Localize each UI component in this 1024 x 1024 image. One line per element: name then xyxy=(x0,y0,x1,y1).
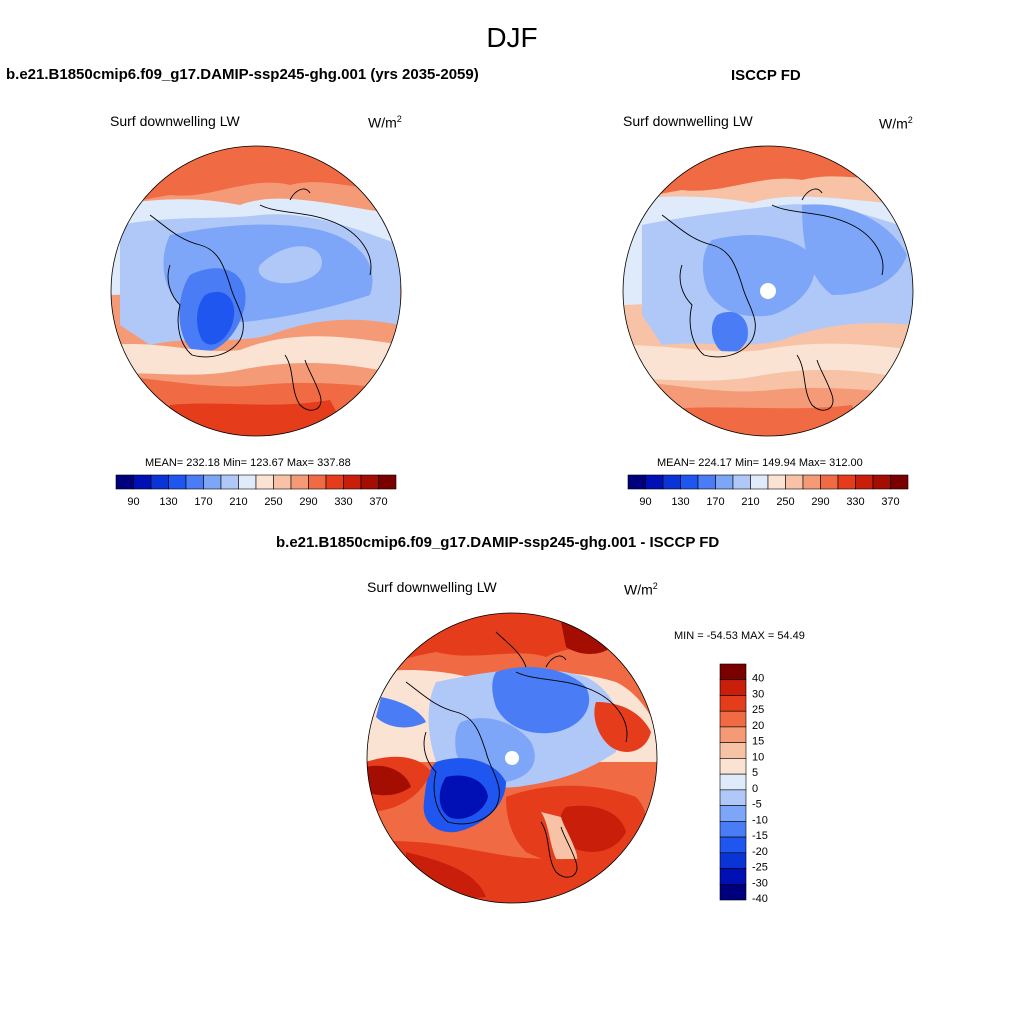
model-colorbar-tick-label: 210 xyxy=(229,496,247,508)
diff-colorbar-swatch xyxy=(719,679,747,696)
model-colorbar-swatch xyxy=(133,474,152,490)
diff-variable-label: Surf downwelling LW xyxy=(367,579,497,595)
diff-colorbar-swatch xyxy=(719,852,747,869)
model-colorbar-tick-label: 370 xyxy=(369,496,387,508)
diff-colorbar-tick-label: 5 xyxy=(752,767,758,779)
diff-colorbar-swatch xyxy=(719,789,747,806)
obs-panel-title: ISCCP FD xyxy=(731,67,801,84)
model-colorbar-tick-label: 290 xyxy=(299,496,317,508)
diff-colorbar-swatch xyxy=(719,821,747,838)
obs-colorbar-swatch xyxy=(697,474,716,490)
obs-colorbar-swatch xyxy=(820,474,839,490)
diff-colorbar-tick-label: 0 xyxy=(752,783,758,795)
obs-colorbar-tick-label: 130 xyxy=(671,496,689,508)
diff-colorbar-swatch xyxy=(719,805,747,822)
obs-colorbar-swatch xyxy=(767,474,786,490)
obs-colorbar-tick-label: 370 xyxy=(881,496,899,508)
diff-colorbar-tick-label: -30 xyxy=(752,877,768,889)
obs-units: W/m2 xyxy=(879,115,913,132)
model-colorbar-swatch xyxy=(360,474,379,490)
model-colorbar: 90 130 170 210 250 290 330 370 xyxy=(115,474,397,508)
obs-variable-label: Surf downwelling LW xyxy=(623,113,753,129)
diff-stats: MIN = -54.53 MAX = 54.49 xyxy=(674,630,805,642)
model-colorbar-swatch xyxy=(378,474,397,490)
diff-colorbar-tick-label: 15 xyxy=(752,736,764,748)
obs-colorbar-tick-label: 170 xyxy=(706,496,724,508)
model-colorbar-swatch xyxy=(343,474,362,490)
obs-colorbar-tick-label: 250 xyxy=(776,496,794,508)
obs-colorbar-tick-label: 210 xyxy=(741,496,759,508)
model-stats: MEAN= 232.18 Min= 123.67 Max= 337.88 xyxy=(145,457,351,469)
model-colorbar-swatch xyxy=(255,474,274,490)
diff-units: W/m2 xyxy=(624,581,658,598)
obs-colorbar-swatch xyxy=(785,474,804,490)
model-units: W/m2 xyxy=(368,114,402,131)
diff-colorbar-swatch xyxy=(719,742,747,759)
obs-colorbar: 90 130 170 210 250 290 330 370 xyxy=(627,474,909,508)
diff-colorbar-tick-label: 20 xyxy=(752,720,764,732)
diff-colorbar-tick-label: 10 xyxy=(752,751,764,763)
diff-colorbar-tick-label: -20 xyxy=(752,846,768,858)
diff-colorbar-swatch xyxy=(719,663,747,681)
diff-colorbar-tick-label: 30 xyxy=(752,688,764,700)
model-colorbar-swatch xyxy=(115,474,134,490)
obs-colorbar-tick-label: 330 xyxy=(846,496,864,508)
diff-colorbar-swatch xyxy=(719,695,747,712)
diff-colorbar-swatch xyxy=(719,758,747,775)
model-colorbar-swatch xyxy=(220,474,239,490)
diff-colorbar-swatch xyxy=(719,726,747,743)
obs-colorbar-swatch xyxy=(645,474,664,490)
diff-colorbar: 40 30 25 20 15 10 5 0 -5 -10 -15 -20 -25 -30 -40 xyxy=(719,663,768,905)
diff-colorbar-swatch xyxy=(719,868,747,885)
obs-colorbar-swatch xyxy=(872,474,891,490)
diff-colorbar-swatch xyxy=(719,836,747,854)
model-colorbar-swatch xyxy=(308,474,327,490)
obs-colorbar-tick-label: 90 xyxy=(639,496,651,508)
diff-polar-map xyxy=(366,612,658,904)
obs-colorbar-swatch xyxy=(627,474,646,490)
model-colorbar-tick-label: 330 xyxy=(334,496,352,508)
obs-colorbar-swatch xyxy=(662,474,681,490)
obs-colorbar-swatch xyxy=(680,474,699,490)
obs-colorbar-swatch xyxy=(890,474,909,490)
obs-colorbar-swatch xyxy=(732,474,751,490)
obs-colorbar-tick-label: 290 xyxy=(811,496,829,508)
diff-colorbar-swatch xyxy=(719,710,747,728)
diff-colorbar-swatch xyxy=(719,883,747,901)
model-colorbar-swatch xyxy=(273,474,292,490)
diff-colorbar-tick-label: -25 xyxy=(752,862,768,874)
model-colorbar-tick-label: 90 xyxy=(127,496,139,508)
diff-colorbar-tick-label: -15 xyxy=(752,830,768,842)
model-colorbar-swatch xyxy=(150,474,169,490)
model-colorbar-swatch xyxy=(168,474,187,490)
diff-colorbar-tick-label: 25 xyxy=(752,704,764,716)
diff-panel-title: b.e21.B1850cmip6.f09_g17.DAMIP-ssp245-gh… xyxy=(276,534,720,551)
obs-colorbar-swatch xyxy=(715,474,734,490)
obs-stats: MEAN= 224.17 Min= 149.94 Max= 312.00 xyxy=(657,457,863,469)
model-colorbar-swatch xyxy=(203,474,222,490)
model-colorbar-tick-label: 170 xyxy=(194,496,212,508)
model-colorbar-swatch xyxy=(290,474,309,490)
model-colorbar-swatch xyxy=(185,474,204,490)
diff-colorbar-tick-label: -40 xyxy=(752,893,768,905)
model-polar-map xyxy=(110,145,402,437)
model-colorbar-swatch xyxy=(325,474,344,490)
model-variable-label: Surf downwelling LW xyxy=(110,113,240,129)
diff-colorbar-swatch xyxy=(719,773,747,791)
obs-colorbar-swatch xyxy=(802,474,821,490)
diff-colorbar-tick-label: -5 xyxy=(752,799,762,811)
model-colorbar-tick-label: 130 xyxy=(159,496,177,508)
main-title: DJF xyxy=(486,22,538,53)
obs-colorbar-swatch xyxy=(750,474,769,490)
obs-colorbar-swatch xyxy=(837,474,856,490)
model-colorbar-tick-label: 250 xyxy=(264,496,282,508)
model-panel-title: b.e21.B1850cmip6.f09_g17.DAMIP-ssp245-gh… xyxy=(6,66,479,83)
diff-colorbar-tick-label: -10 xyxy=(752,814,768,826)
obs-colorbar-swatch xyxy=(855,474,874,490)
diff-colorbar-tick-label: 40 xyxy=(752,673,764,685)
obs-polar-map xyxy=(622,145,914,437)
model-colorbar-swatch xyxy=(238,474,257,490)
